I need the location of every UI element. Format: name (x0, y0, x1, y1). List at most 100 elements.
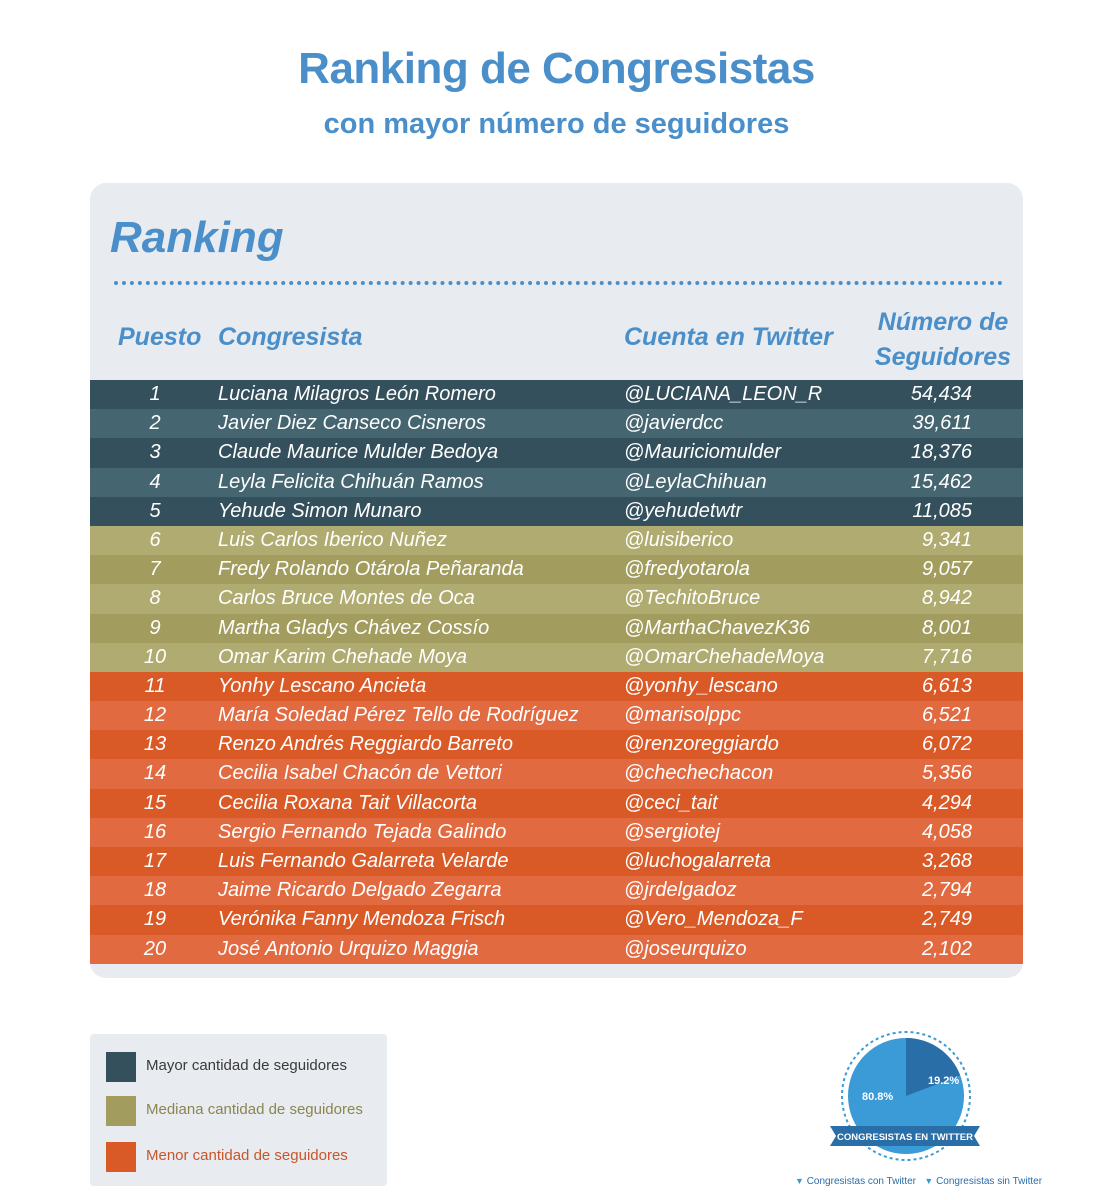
cell-rank: 3 (149, 441, 161, 464)
ranking-panel: Ranking Puesto Congresista Cuenta en Twi… (90, 183, 1023, 978)
table-row: 15 Cecilia Roxana Tait Villacorta @ceci_ta… (90, 788, 1023, 818)
cell-cuenta: @yonhy_lescano (624, 674, 778, 697)
table-row: 18 Jaime Ricardo Delgado Zegarra @jrdelgad… (90, 876, 1023, 906)
table-row: 2 Javier Diez Canseco Cisneros @javierdcc 3… (90, 409, 1023, 439)
table-row: 6 Luis Carlos Iberico Nuñez @luisiberico 9,… (90, 525, 1023, 556)
cell-cuenta: @TechitoBruce (624, 587, 761, 610)
cell-rank: 14 (143, 762, 167, 785)
cell-cuenta: @Vero_Mendoza_F (624, 908, 803, 931)
donut-legend-sin: Congresistas sin Twitter (936, 1176, 1043, 1187)
cell-seguidores: 2,749 (921, 908, 972, 931)
legend-swatch-mediana (106, 1096, 136, 1126)
cell-seguidores: 6,072 (921, 733, 972, 756)
cell-congresista: Verónika Fanny Mendoza Frisch (218, 908, 506, 931)
legend-swatch-mayor (106, 1052, 136, 1082)
legend-label-mediana: Mediana cantidad de seguidores (146, 1101, 363, 1118)
table-row: 1 Luciana Milagros León Romero @LUCIANA_LE… (90, 380, 1023, 410)
cell-cuenta: @sergiotej (624, 820, 720, 843)
table-row: 4 Leyla Felicita Chihuán Ramos @LeylaChihu… (90, 467, 1023, 497)
cell-cuenta: @OmarChehadeMoya (624, 645, 825, 668)
cell-seguidores: 18,376 (910, 441, 972, 464)
cell-congresista: José Antonio Urquizo Maggia (218, 937, 479, 960)
cell-congresista: Carlos Bruce Montes de Oca (218, 587, 475, 610)
cell-seguidores: 8,001 (921, 616, 972, 639)
cell-rank: 9 (149, 616, 161, 639)
ranking-heading: Ranking (110, 213, 284, 262)
triangle-down-icon: ▼ (795, 1176, 804, 1186)
column-header-seguidores: Número de Seguidores (868, 305, 1018, 375)
cell-rank: 17 (143, 850, 167, 872)
legend-label-menor: Menor cantidad de seguidores (146, 1147, 348, 1164)
table-row: 8 Carlos Bruce Montes de Oca @TechitoBruce… (90, 584, 1023, 614)
cell-cuenta: @LUCIANA_LEON_R (624, 383, 823, 405)
table-row: 10 Omar Karim Chehade Moya @OmarChehadeMoy… (90, 642, 1023, 672)
cell-seguidores: 54,434 (910, 383, 972, 405)
cell-cuenta: @fredyotarola (624, 558, 750, 581)
cell-seguidores: 5,356 (921, 762, 972, 785)
cell-cuenta: @renzoreggiardo (624, 733, 779, 756)
cell-congresista: Luis Carlos Iberico Nuñez (218, 528, 447, 551)
legend-item-mayor: Mayor cantidad de seguidores (106, 1052, 381, 1082)
column-header-seguidores-line1: Número de (877, 308, 1009, 336)
table-row: 3 Claude Maurice Mulder Bedoya @Mauriciomu… (90, 438, 1023, 468)
column-header-seguidores-line2: Seguidores (874, 343, 1012, 371)
cell-congresista: Leyla Felicita Chihuán Ramos (218, 470, 484, 493)
cell-rank: 11 (144, 674, 166, 697)
cell-seguidores: 15,462 (910, 470, 972, 493)
cell-congresista: María Soledad Pérez Tello de Rodríguez (218, 704, 579, 727)
cell-cuenta: @MarthaChavezK36 (624, 616, 810, 639)
cell-seguidores: 4,058 (921, 820, 972, 843)
cell-cuenta: @jrdelgadoz (624, 879, 737, 902)
column-header-congresista: Congresista (218, 323, 363, 351)
cell-seguidores: 2,102 (921, 937, 972, 960)
cell-cuenta: @yehudetwtr (624, 499, 743, 522)
cell-seguidores: 9,057 (921, 558, 972, 581)
dotted-divider (114, 281, 1003, 285)
cell-seguidores: 6,521 (921, 704, 972, 727)
cell-rank: 7 (149, 558, 161, 581)
cell-rank: 10 (143, 645, 167, 668)
cell-cuenta: @luchogalarreta (624, 850, 772, 872)
legend: Mayor cantidad de seguidores Mediana can… (90, 1034, 387, 1186)
donut-ribbon (830, 1126, 980, 1146)
donut-title: CONGRESISTAS EN TWITTER (837, 1132, 973, 1143)
table-row: 7 Fredy Rolando Otárola Peñaranda @fredyot… (90, 555, 1023, 585)
cell-seguidores: 7,716 (921, 645, 972, 668)
cell-rank: 19 (143, 908, 167, 931)
cell-cuenta: @LeylaChihuan (624, 470, 767, 493)
twitter-donut-chart: 80.8% 19.2% CONGRESISTAS EN TWITTER (830, 1031, 980, 1161)
cell-congresista: Renzo Andrés Reggiardo Barreto (218, 733, 513, 756)
cell-congresista: Martha Gladys Chávez Cossío (218, 616, 490, 639)
table-row: 13 Renzo Andrés Reggiardo Barreto @renzore… (90, 730, 1023, 760)
table-row: 5 Yehude Simon Munaro @yehudetwtr 11,085 (90, 496, 1023, 526)
cell-congresista: Luciana Milagros León Romero (218, 383, 496, 405)
cell-rank: 1 (149, 383, 161, 405)
cell-seguidores: 2,794 (921, 879, 972, 902)
table-row: 9 Martha Gladys Chávez Cossío @MarthaChave… (90, 613, 1023, 643)
table-row: 12 María Soledad Pérez Tello de Rodríguez… (90, 701, 1023, 731)
cell-rank: 8 (149, 587, 161, 610)
triangle-down-icon: ▼ (924, 1176, 934, 1186)
cell-rank: 6 (149, 528, 161, 551)
cell-congresista: Jaime Ricardo Delgado Zegarra (218, 879, 502, 902)
cell-seguidores: 39,611 (912, 412, 972, 435)
donut-legend: ▼ Congresistas con Twitter ▼ Congresista… (795, 1176, 1042, 1187)
table-row: 17 Luis Fernando Galarreta Velarde @luchog… (90, 847, 1023, 877)
legend-swatch-menor (106, 1142, 136, 1172)
page-title: Ranking de Congresistas (298, 44, 815, 93)
cell-cuenta: @ceci_tait (624, 791, 718, 814)
cell-cuenta: @javierdcc (624, 412, 724, 435)
cell-cuenta: @chechechacon (624, 762, 774, 785)
cell-congresista: Yonhy Lescano Ancieta (218, 674, 427, 697)
cell-seguidores: 3,268 (921, 850, 972, 872)
cell-rank: 2 (149, 412, 161, 435)
page-subtitle: con mayor número de seguidores (323, 108, 790, 140)
cell-seguidores: 4,294 (921, 791, 972, 814)
cell-seguidores: 9,341 (921, 528, 972, 551)
table-row: 20 José Antonio Urquizo Maggia @joseurquiz… (90, 934, 1023, 964)
cell-seguidores: 8,942 (921, 587, 972, 610)
legend-label-mayor: Mayor cantidad de seguidores (146, 1057, 347, 1074)
table-row: 19 Verónika Fanny Mendoza Frisch @Vero_Men… (90, 905, 1023, 935)
cell-rank: 20 (143, 937, 167, 960)
cell-seguidores: 11,085 (912, 499, 972, 522)
